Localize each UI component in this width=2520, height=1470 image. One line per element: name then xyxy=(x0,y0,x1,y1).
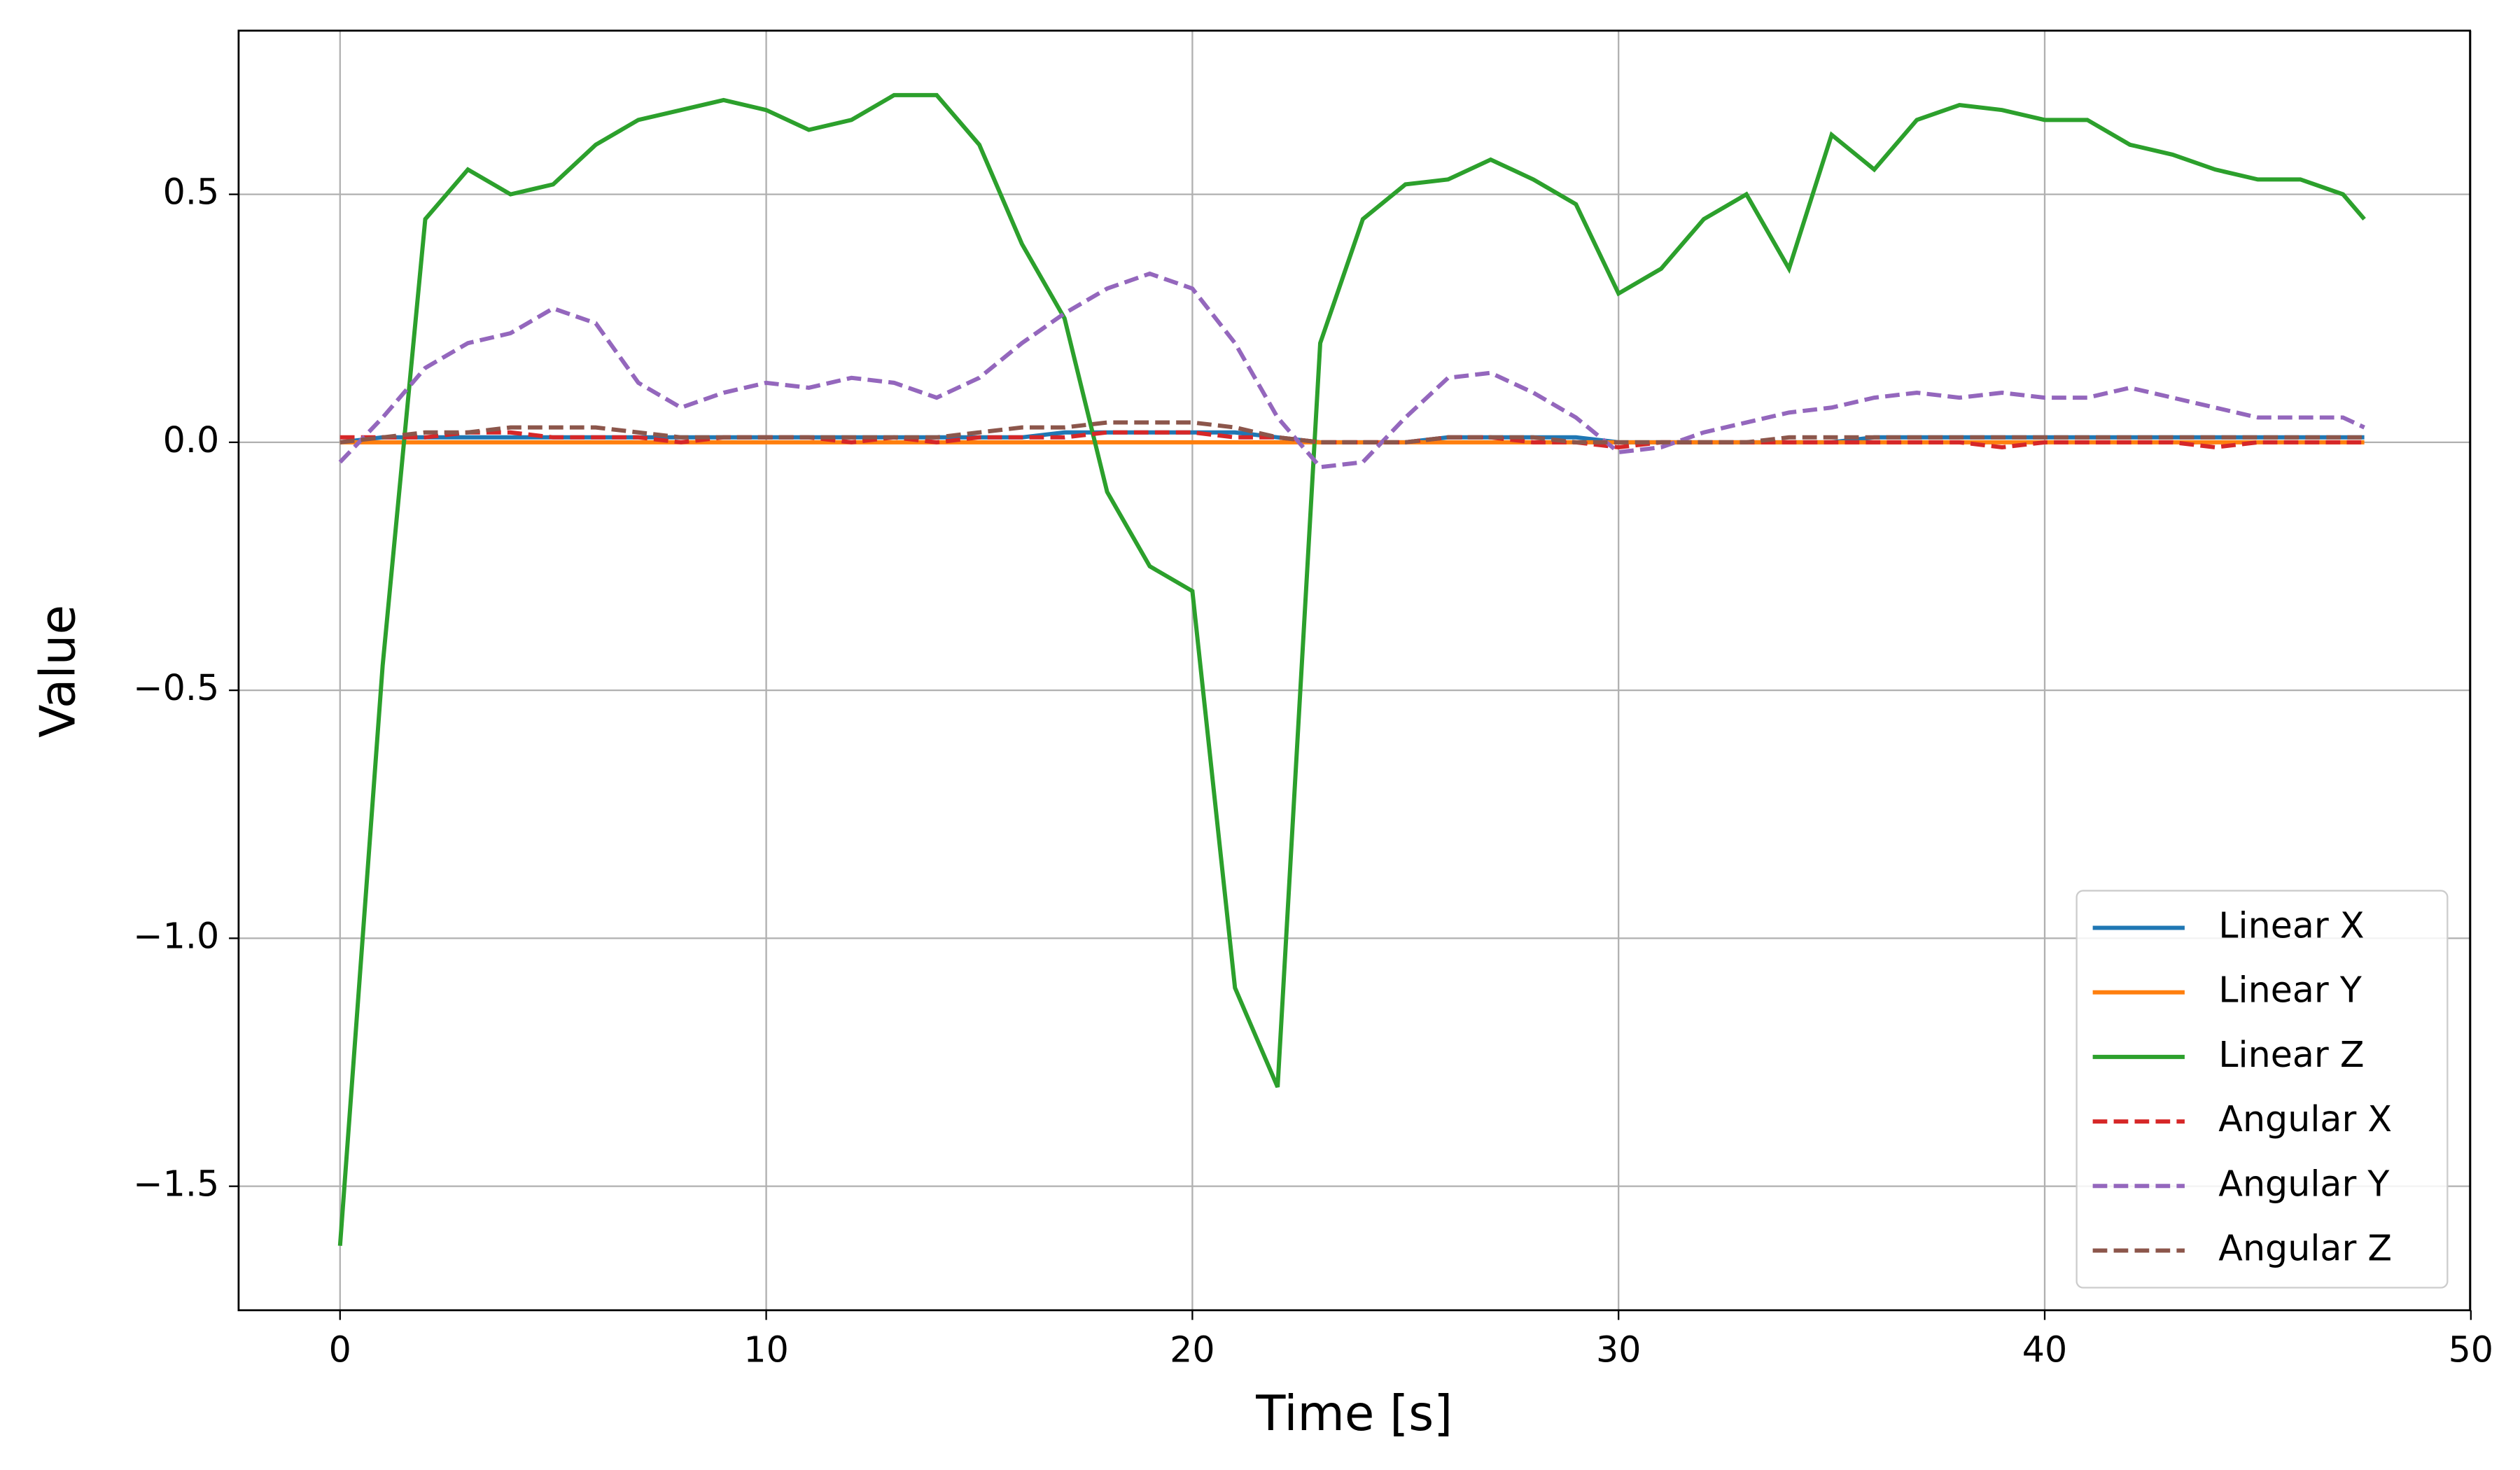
legend-label: Linear X xyxy=(2218,904,2364,946)
legend-label: Angular Y xyxy=(2218,1163,2390,1204)
legend-label: Angular X xyxy=(2218,1098,2392,1140)
x-axis-label: Time [s] xyxy=(1255,1386,1452,1442)
x-tick-label: 30 xyxy=(1596,1329,1641,1371)
x-tick-label: 50 xyxy=(2449,1329,2493,1371)
plot-frame xyxy=(237,29,2471,1312)
series-line xyxy=(337,92,2366,1246)
x-tick-label: 20 xyxy=(1170,1329,1214,1371)
x-tick-label: 0 xyxy=(329,1329,351,1371)
y-tick-label: 0.0 xyxy=(163,419,220,461)
legend xyxy=(2076,890,2449,1289)
y-tick-label: −1.5 xyxy=(133,1163,219,1205)
y-tick-label: −1.0 xyxy=(133,915,219,956)
y-axis-label: Value xyxy=(31,605,87,738)
series-line xyxy=(340,420,2365,444)
y-tick-label: −0.5 xyxy=(133,667,219,708)
series-line xyxy=(340,430,2365,449)
x-tick-label: 40 xyxy=(2022,1329,2067,1371)
y-tick-label: 0.5 xyxy=(163,172,220,213)
series-line xyxy=(338,271,2365,470)
legend-label: Linear Y xyxy=(2218,969,2362,1011)
legend-label: Linear Z xyxy=(2218,1034,2364,1075)
x-tick-label: 10 xyxy=(743,1329,788,1371)
legend-label: Angular Z xyxy=(2218,1227,2392,1268)
